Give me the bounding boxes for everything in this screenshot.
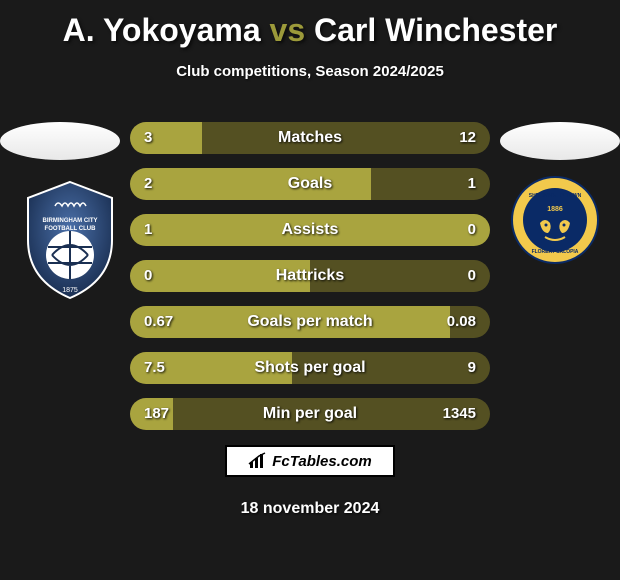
stat-value-right: 1345: [443, 398, 476, 430]
snapshot-date: 18 november 2024: [0, 500, 620, 518]
logo-text: FcTables.com: [272, 453, 371, 470]
stat-row: Shots per goal7.5 9: [130, 352, 490, 384]
stat-row: Min per goal187 1345: [130, 398, 490, 430]
stat-row: Goals per match0.67 0.08: [130, 306, 490, 338]
subtitle: Club competitions, Season 2024/2025: [0, 63, 620, 80]
stat-label: Shots per goal: [130, 352, 490, 384]
stat-label: Assists: [130, 214, 490, 246]
player2-club-crest: SHREWSBURY TOWN FLOREAT SALOPIA 1886: [510, 175, 600, 265]
stat-label: Hattricks: [130, 260, 490, 292]
player2-badge-ellipse: [500, 122, 620, 160]
stat-value-left: 0.67: [144, 306, 173, 338]
svg-text:SHREWSBURY TOWN: SHREWSBURY TOWN: [529, 193, 582, 199]
stat-value-right: 12: [459, 122, 476, 154]
player1-club-crest: BIRMINGHAM CITY FOOTBALL CLUB 1875: [20, 180, 120, 300]
stat-label: Goals per match: [130, 306, 490, 338]
stat-value-left: 187: [144, 398, 169, 430]
stat-value-right: 0: [468, 260, 476, 292]
stats-container: Matches312Goals21Assists10Hattricks00Goa…: [130, 122, 490, 444]
comparison-title: A. Yokoyama vs Carl Winchester: [0, 0, 620, 49]
stat-row: Matches3 12: [130, 122, 490, 154]
stat-label: Matches: [130, 122, 490, 154]
svg-text:BIRMINGHAM CITY: BIRMINGHAM CITY: [43, 218, 98, 224]
stat-value-left: 1: [144, 214, 152, 246]
stat-value-right: 9: [468, 352, 476, 384]
stat-row: Assists1 0: [130, 214, 490, 246]
stat-value-right: 1: [468, 168, 476, 200]
player1-badge-ellipse: [0, 122, 120, 160]
stat-value-left: 0: [144, 260, 152, 292]
stat-value-right: 0: [468, 214, 476, 246]
stat-value-right: 0.08: [447, 306, 476, 338]
vs-separator: vs: [270, 12, 306, 48]
stat-row: Hattricks0 0: [130, 260, 490, 292]
stat-row: Goals2 1: [130, 168, 490, 200]
stat-label: Min per goal: [130, 398, 490, 430]
stat-label: Goals: [130, 168, 490, 200]
chart-icon: [248, 452, 268, 470]
svg-text:FLOREAT SALOPIA: FLOREAT SALOPIA: [532, 249, 579, 255]
stat-value-left: 3: [144, 122, 152, 154]
stat-value-left: 7.5: [144, 352, 165, 384]
svg-text:FOOTBALL CLUB: FOOTBALL CLUB: [45, 226, 97, 232]
player1-name: A. Yokoyama: [63, 12, 261, 48]
svg-text:1886: 1886: [547, 206, 563, 213]
svg-text:1875: 1875: [62, 287, 78, 294]
player2-name: Carl Winchester: [314, 12, 557, 48]
stat-value-left: 2: [144, 168, 152, 200]
fctables-logo: FcTables.com: [225, 445, 395, 477]
